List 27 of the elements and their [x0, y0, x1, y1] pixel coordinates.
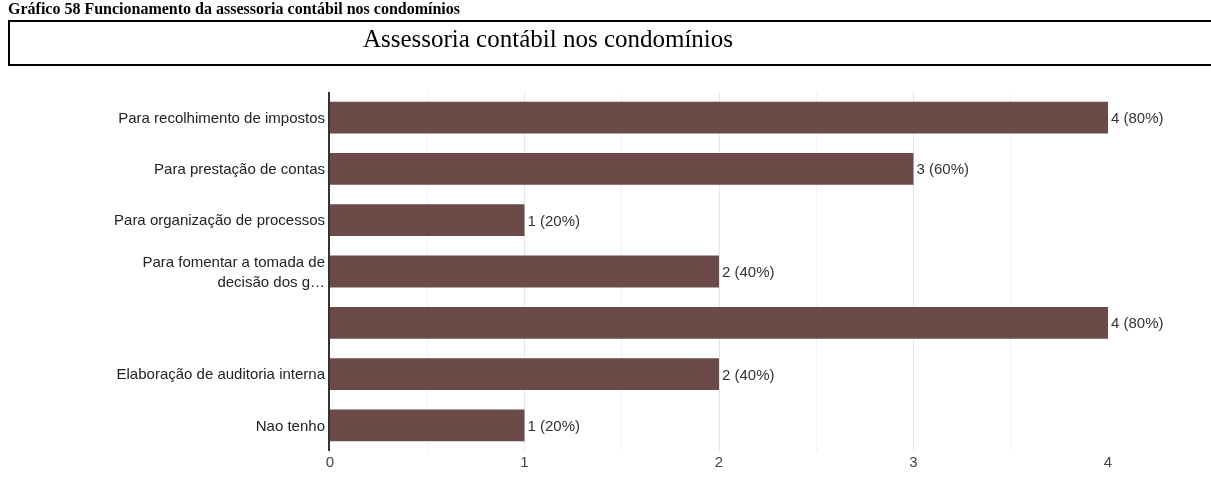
y-tick-label: Para fomentar a tomada de decisão dos g…: [142, 253, 325, 290]
x-tick-label: 4: [1103, 453, 1113, 470]
text: Gráfico 58 Funcionamento da assessoria contábil nos condomínios: [8, 0, 461, 18]
data-label: 1 (20%): [527, 211, 581, 229]
x-tick-label: 2: [714, 453, 724, 470]
chart-title: Assessoria contábil nos condomínios: [361, 24, 735, 54]
data-label: 4 (80%): [1111, 314, 1164, 332]
data-label: 2 (40%): [722, 263, 775, 280]
bar: [330, 101, 1108, 134]
bar: [330, 358, 719, 390]
bar: [330, 204, 525, 237]
data-label: 4 (80%): [1111, 109, 1164, 127]
y-tick-label: Para prestação de contas: [154, 160, 325, 178]
y-tick-label: Para organização de processos: [114, 211, 325, 229]
bar: [330, 409, 525, 442]
bar: [330, 255, 719, 288]
data-label: 1 (20%): [527, 416, 581, 434]
data-label: 2 (40%): [722, 365, 775, 383]
y-tick-label: Elaboração de auditoria interna: [116, 365, 326, 383]
bar: [330, 306, 1108, 339]
x-tick-label: 3: [909, 453, 918, 470]
bar: [330, 153, 914, 185]
data-label: 3 (60%): [916, 160, 970, 178]
x-tick-label: 0: [325, 453, 335, 470]
y-tick-label: Nao tenho: [255, 416, 325, 434]
x-tick-label: 1: [520, 453, 529, 470]
y-tick-label: Para recolhimento de impostos: [118, 108, 325, 126]
